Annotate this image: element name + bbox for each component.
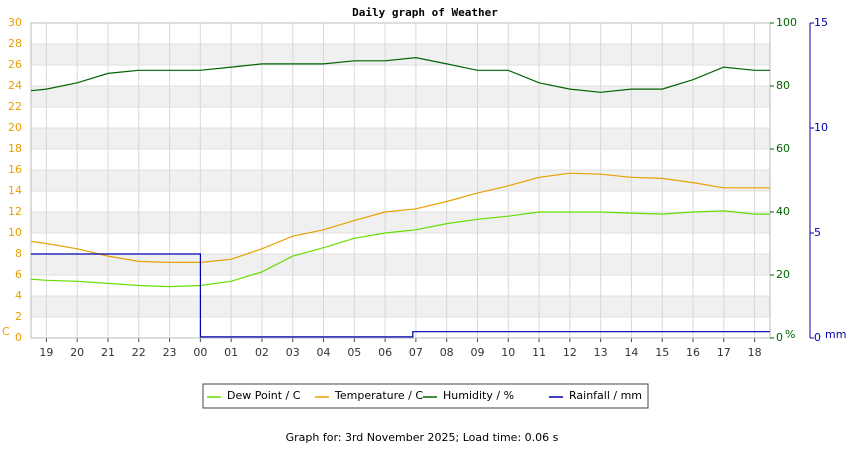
y-tick-label: 12 [8, 205, 22, 218]
plot-frame [30, 22, 771, 339]
y-axis-label: C [2, 325, 10, 338]
y-tick-label: 18 [8, 142, 22, 155]
x-tick-label: 07 [409, 346, 423, 359]
x-tick-label: 18 [748, 346, 762, 359]
y2-tick-label: 80 [776, 79, 790, 92]
grid-band [31, 44, 770, 65]
y3-tick-label: 10 [814, 121, 828, 134]
legend-label: Dew Point / C [227, 389, 301, 402]
series-line [30, 56, 770, 93]
x-tick-label: 00 [193, 346, 207, 359]
caption: Graph for: 3rd November 2025; Load time:… [286, 431, 559, 444]
x-tick-label: 06 [378, 346, 392, 359]
y-tick-label: 10 [8, 226, 22, 239]
y2-tick-label: 20 [776, 268, 790, 281]
y-tick-label: 22 [8, 100, 22, 113]
y3-tick-label: 0 [814, 331, 821, 344]
legend-label: Humidity / % [443, 389, 514, 402]
x-tick-label: 15 [655, 346, 669, 359]
y-tick-label: 20 [8, 121, 22, 134]
x-tick-label: 23 [163, 346, 177, 359]
x-tick-label: 01 [224, 346, 238, 359]
x-tick-label: 17 [717, 346, 731, 359]
x-tick-label: 14 [624, 346, 638, 359]
y-tick-label: 0 [15, 331, 22, 344]
y3-axis-label: mm [825, 328, 846, 341]
y-tick-label: 30 [8, 16, 22, 29]
x-tick-label: 05 [347, 346, 361, 359]
y-tick-label: 28 [8, 37, 22, 50]
y-tick-label: 8 [15, 247, 22, 260]
y-tick-label: 2 [15, 310, 22, 323]
y-tick-label: 24 [8, 79, 22, 92]
y-tick-label: 6 [15, 268, 22, 281]
x-tick-label: 08 [440, 346, 454, 359]
x-tick-label: 19 [39, 346, 53, 359]
legend-label: Rainfall / mm [569, 389, 642, 402]
x-tick-label: 12 [563, 346, 577, 359]
y-tick-label: 4 [15, 289, 22, 302]
x-tick-label: 20 [70, 346, 84, 359]
series-line [30, 172, 770, 263]
legend [202, 383, 649, 409]
grid-band [31, 128, 770, 149]
y3-tick-label: 5 [814, 226, 821, 239]
y2-axis-label: % [785, 328, 795, 341]
x-tick-label: 03 [286, 346, 300, 359]
y-tick-label: 26 [8, 58, 22, 71]
x-tick-label: 16 [686, 346, 700, 359]
grid-band [31, 254, 770, 275]
x-tick-label: 04 [317, 346, 331, 359]
grid-band [31, 170, 770, 191]
grid-band [31, 212, 770, 233]
x-tick-label: 13 [594, 346, 608, 359]
y-tick-label: 14 [8, 184, 22, 197]
y2-tick-label: 60 [776, 142, 790, 155]
x-tick-label: 09 [470, 346, 484, 359]
x-tick-label: 02 [255, 346, 269, 359]
y3-tick-label: 15 [814, 16, 828, 29]
y-tick-label: 16 [8, 163, 22, 176]
x-tick-label: 21 [101, 346, 115, 359]
series-line [30, 210, 770, 288]
grid-band [31, 296, 770, 317]
chart-title: Daily graph of Weather [352, 6, 498, 19]
y2-tick-label: 0 [776, 331, 783, 344]
x-tick-label: 10 [501, 346, 515, 359]
series-line [31, 253, 770, 338]
x-tick-label: 22 [132, 346, 146, 359]
legend-label: Temperature / C [334, 389, 423, 402]
y2-tick-label: 100 [776, 16, 797, 29]
x-tick-label: 11 [532, 346, 546, 359]
y2-tick-label: 40 [776, 205, 790, 218]
